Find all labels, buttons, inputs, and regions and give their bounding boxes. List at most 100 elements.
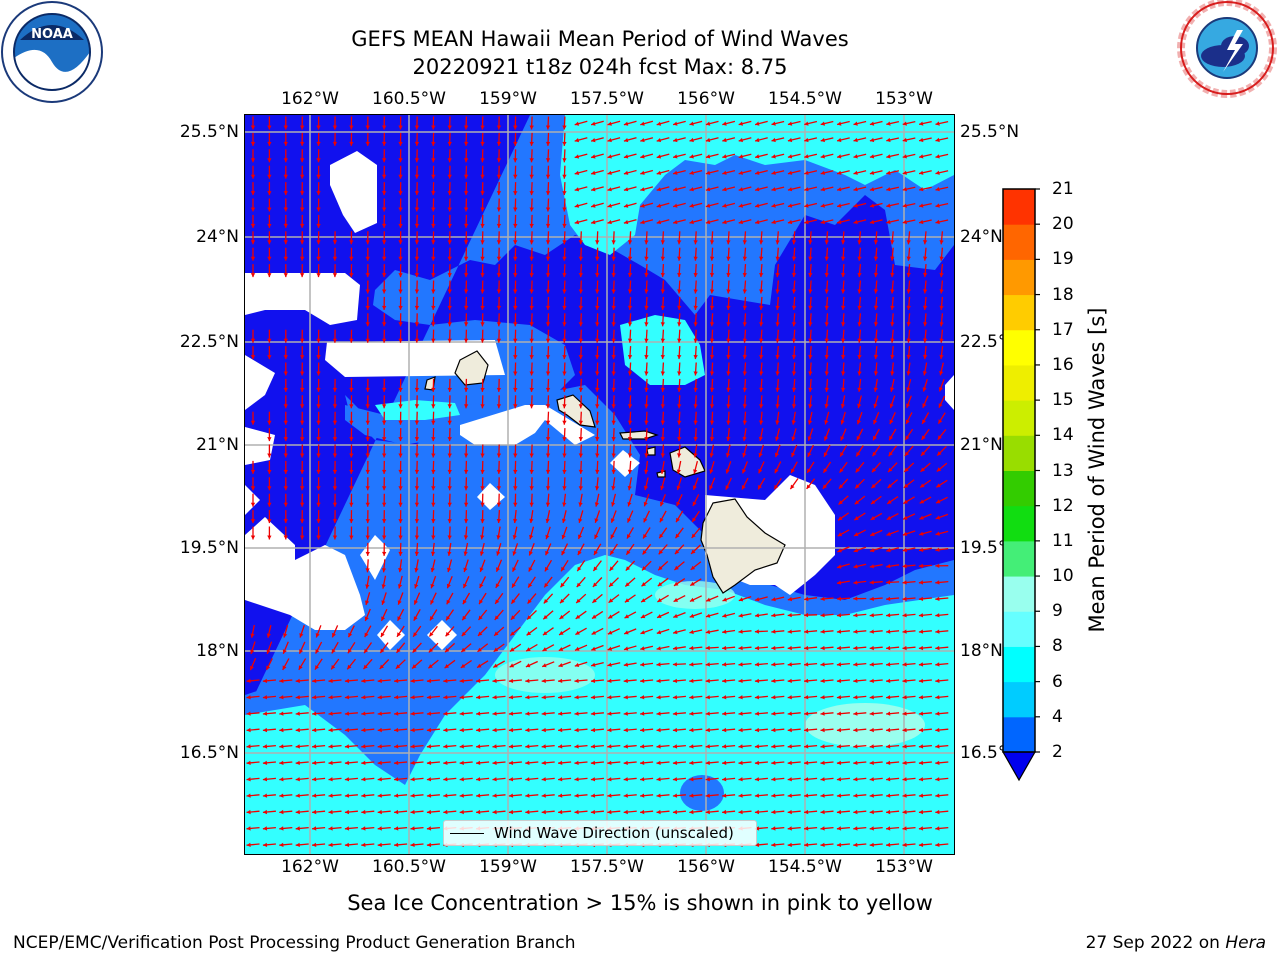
chart-subtitle: 20220921 t18z 024h fcst Max: 8.75 [412,55,788,79]
lat-label-left-18n: 18°N [196,641,239,661]
lon-label-top-153w: 153°W [875,89,933,109]
colorbar-under-triangle [1001,751,1037,782]
lat-label-right-24n: 24°N [960,227,1003,247]
undefined-area-2 [245,273,360,325]
region-light-cyan-2 [495,657,595,693]
lat-label-left-16-5n: 16.5°N [179,743,239,763]
lat-label-left-21n: 21°N [196,435,239,455]
lat-label-left-22-5n: 22.5°N [179,332,239,352]
nws-logo [1177,0,1277,98]
lat-label-right-25-5n: 25.5°N [960,122,1020,142]
map-legend: Wind Wave Direction (unscaled) [443,820,757,846]
region-deep-blue-bottom [680,775,724,811]
colorbar-segment-15 [1003,364,1035,401]
colorbar-tick-label-13: 13 [1052,460,1074,481]
colorbar [1001,188,1040,782]
region-light-cyan-1 [805,703,925,747]
undefined-area-10 [245,517,365,630]
island-hawaii [700,498,786,594]
region-light-cyan-3 [655,581,735,609]
island-molokai [619,430,659,440]
colorbar-tick-label-4: 4 [1052,706,1063,727]
footer-date-text: 27 Sep 2022 on [1085,933,1226,953]
lat-label-right-21n: 21°N [960,435,1003,455]
legend-line-swatch [450,832,484,834]
region-cyan-center [620,315,705,385]
lon-label-bottom-156w: 156°W [677,857,735,877]
lat-label-right-18n: 18°N [960,641,1003,661]
colorbar-tick-label-21: 21 [1052,179,1074,199]
lon-label-bottom-160-5w: 160.5°W [372,857,446,877]
colorbar-segment-6 [1003,646,1035,683]
undefined-area-13 [427,620,457,650]
colorbar-tick-label-2: 2 [1052,742,1063,762]
lon-label-top-154-5w: 154.5°W [768,89,842,109]
colorbar-segment-17 [1003,294,1035,331]
lon-label-top-159w: 159°W [479,89,537,109]
lon-label-bottom-157-5w: 157.5°W [570,857,644,877]
colorbar-tick-label-9: 9 [1052,601,1063,622]
footer-credit: NCEP/EMC/Verification Post Processing Pr… [13,933,576,953]
colorbar-tick-label-15: 15 [1052,390,1074,411]
lon-label-top-162w: 162°W [281,89,339,109]
colorbar-segment-10 [1003,540,1035,577]
colorbar-segment-4 [1003,681,1035,718]
lat-label-left-19-5n: 19.5°N [179,538,239,558]
map-canvas [245,115,954,854]
colorbar-segment-19 [1003,224,1035,260]
wave-period-map [245,115,954,854]
undefined-area-3 [245,355,275,410]
colorbar-tick-label-16: 16 [1052,354,1074,375]
colorbar-tick-label-20: 20 [1052,214,1074,235]
region-cyan-west [375,400,460,420]
region-mid-blue-west [345,400,515,445]
noaa-logo: NOAA [1,1,103,103]
colorbar-segment-8 [1003,611,1035,647]
undefined-area-6 [245,427,275,465]
colorbar-tick-label-17: 17 [1052,319,1074,340]
colorbar-tick-label-19: 19 [1052,249,1074,270]
svg-text:NOAA: NOAA [31,27,73,42]
lon-label-bottom-154-5w: 154.5°W [768,857,842,877]
colorbar-tick-label-12: 12 [1052,495,1074,516]
footer-date: 27 Sep 2022 on Hera [1086,933,1266,953]
undefined-area-1 [330,151,377,233]
undefined-area-12 [377,620,405,650]
colorbar-tick-label-6: 6 [1052,671,1063,692]
wind-wave-arrows [246,116,949,847]
colorbar-segment-14 [1003,400,1035,436]
lat-label-left-24n: 24°N [196,227,239,247]
island-oahu [556,394,596,428]
region-cyan-top [560,115,954,255]
undefined-area-9 [610,450,640,477]
lon-label-bottom-159w: 159°W [479,857,537,877]
lat-label-left-25-5n: 25.5°N [179,122,239,142]
colorbar-segment-12 [1003,470,1035,507]
lon-label-top-156w: 156°W [677,89,735,109]
colorbar-tick-label-18: 18 [1052,284,1074,305]
colorbar-tick-label-10: 10 [1052,566,1074,587]
island-lanai [646,446,656,456]
colorbar-tick-label-8: 8 [1052,636,1063,657]
footer-host: Hera [1225,933,1266,953]
legend-label: Wind Wave Direction (unscaled) [494,824,734,842]
colorbar-segment-11 [1003,505,1035,542]
chart-title: GEFS MEAN Hawaii Mean Period of Wind Wav… [351,27,849,51]
lon-label-top-160-5w: 160.5°W [372,89,446,109]
undefined-area-5 [460,405,595,445]
lon-label-top-157-5w: 157.5°W [570,89,644,109]
undefined-area-15 [945,375,954,410]
gridlines [245,115,954,854]
lon-label-bottom-162w: 162°W [281,857,339,877]
colorbar-tick-label-11: 11 [1052,530,1074,551]
lon-label-bottom-153w: 153°W [875,857,933,877]
colorbar-segment-18 [1003,259,1035,296]
colorbar-label: Mean Period of Wind Waves [s] [1085,307,1109,633]
colorbar-segment-20 [1003,189,1035,225]
colorbar-tick-label-14: 14 [1052,425,1074,446]
colorbar-segment-13 [1003,435,1035,471]
colorbar-segment-9 [1003,576,1035,612]
colorbar-segment-2 [1003,716,1035,753]
sea-ice-note: Sea Ice Concentration > 15% is shown in … [347,891,933,915]
colorbar-segment-16 [1003,329,1035,366]
